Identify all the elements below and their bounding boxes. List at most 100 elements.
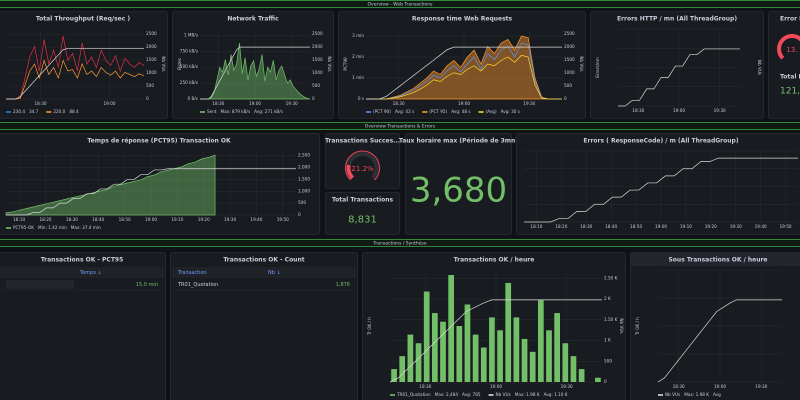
legend-swatch (390, 394, 395, 396)
bar (595, 377, 601, 382)
y2-tick-label: 2000 (312, 44, 323, 49)
panel (590, 11, 764, 119)
x-tick-label: 19:00 (490, 384, 502, 389)
x-tick-label: 19:00 (714, 384, 726, 389)
panel (0, 133, 320, 235)
x-tick-label: 19:10 (680, 224, 692, 229)
y2-tick-label: 2,000 (298, 165, 310, 170)
x-tick-label: 18:40 (605, 224, 617, 229)
y-tick-label: 500 kB/s (180, 64, 198, 69)
series-line (524, 157, 798, 223)
y2-axis-label: Nb VUs (579, 56, 584, 71)
y2-tick-label: 0 (564, 96, 567, 101)
y-axis-label: Bytes (177, 58, 182, 70)
legend-text: 230.4 (13, 109, 25, 114)
table-cell (6, 280, 74, 289)
y2-axis-label: Nb VUs (161, 56, 166, 71)
row-title: Overview Transactions & Errors (365, 124, 436, 130)
x-tick-label: 18:30 (212, 101, 224, 106)
y2-axis-label: Nb VUs (619, 318, 624, 333)
bar (489, 317, 495, 382)
row-header (0, 122, 800, 130)
table-header (0, 267, 164, 278)
bar (415, 343, 422, 382)
x-tick-label: 19:10 (171, 217, 183, 222)
legend-swatch (6, 111, 11, 113)
x-tick-label: 18:40 (92, 217, 104, 222)
y-tick-label: 2 min (352, 54, 364, 59)
bar (391, 369, 397, 382)
x-tick-label: 19:50 (277, 217, 289, 222)
legend-text: Avg (713, 392, 721, 397)
legend-text: Avg: 785 (462, 392, 481, 397)
row-title: Overview - Web Transactions (368, 2, 434, 8)
x-tick-label: 18:30 (419, 384, 431, 389)
panel (405, 133, 512, 235)
legend-swatch (658, 394, 663, 396)
x-tick-label: 18:30 (632, 108, 644, 113)
bar (529, 351, 536, 382)
y-tick-label: 1 min (352, 75, 364, 80)
y2-tick-label: 500 (312, 83, 320, 88)
panel-title: Errors ( ResponseCode) / m (All ThreadGr… (583, 138, 738, 145)
panel (516, 133, 800, 235)
series-line (389, 299, 602, 383)
y2-tick-label: 2 K (604, 296, 611, 301)
gauge-threshold (345, 150, 380, 181)
legend-text: 220.0 (53, 109, 65, 114)
legend-text: Avg: 30 s (501, 109, 520, 114)
legend-text: Max: 879 kB/s (221, 109, 251, 114)
series-line (366, 46, 562, 100)
series-line (366, 54, 562, 100)
legend-text: Avg: 48 s (451, 109, 470, 114)
y2-tick-label: 500 (298, 200, 306, 205)
legend-text: Max: 2,484 (435, 392, 459, 397)
y2-axis-label: Nb VUs (757, 60, 762, 75)
x-tick-label: 18:20 (40, 217, 52, 222)
y2-tick-label: 2500 (146, 31, 157, 36)
gauge-label: 21.2% (351, 165, 374, 173)
bar (570, 356, 577, 382)
column-header: Temps ↓ (79, 270, 102, 276)
legend-text: Max: 1.98 K (515, 392, 540, 397)
series-line (200, 46, 310, 100)
y2-tick-label: 2000 (564, 44, 575, 49)
column-header: Transaction (177, 270, 207, 276)
row-header (0, 0, 800, 8)
bar (407, 334, 414, 382)
bar (423, 291, 430, 382)
panel-title: Taux horaire max (Période de 3mn) (399, 138, 518, 145)
y-tick-label: 1 MB/s (184, 32, 198, 37)
y2-tick-label: 2000 (146, 44, 157, 49)
series-line (5, 154, 216, 216)
y-axis-label: Tr OK / h (635, 317, 640, 336)
y-tick-label: 0 s (358, 96, 364, 101)
panel-title: Total Transactions (332, 197, 394, 204)
x-tick-label: 19:30 (755, 384, 767, 389)
series-line (6, 48, 144, 100)
x-tick-label: 19:20 (705, 224, 717, 229)
x-tick-label: 19:00 (249, 101, 261, 106)
y-axis-label: PCT90 (343, 57, 348, 71)
gauge-track (777, 34, 800, 60)
legend-text: TR01_Quotation (396, 392, 431, 397)
x-tick-label: 19:00 (673, 108, 685, 113)
x-tick-label: 19:30 (561, 384, 573, 389)
y2-tick-label: 1000 (564, 70, 575, 75)
panel-title: Transactions Succes... (325, 138, 400, 145)
y2-tick-label: 500 (564, 83, 572, 88)
x-tick-label: 19:30 (523, 101, 535, 106)
y-axis-label: Tr OK / h (367, 317, 372, 336)
y2-tick-label: 1500 (146, 57, 157, 62)
x-tick-label: 19:50 (780, 224, 792, 229)
y2-tick-label: 1.50 K (604, 317, 618, 322)
y-tick-label: 750 kB/s (180, 48, 198, 53)
legend-text: PCT95-OK (13, 225, 34, 230)
row-header (0, 239, 800, 247)
legend-text: Max: 1.98 K (684, 392, 709, 397)
panel-title: Transactions OK - Count (223, 257, 304, 264)
x-tick-label: 19:30 (286, 101, 298, 106)
legend-text: Nb VUs (665, 392, 680, 397)
x-tick-label: 18:30 (34, 101, 46, 106)
